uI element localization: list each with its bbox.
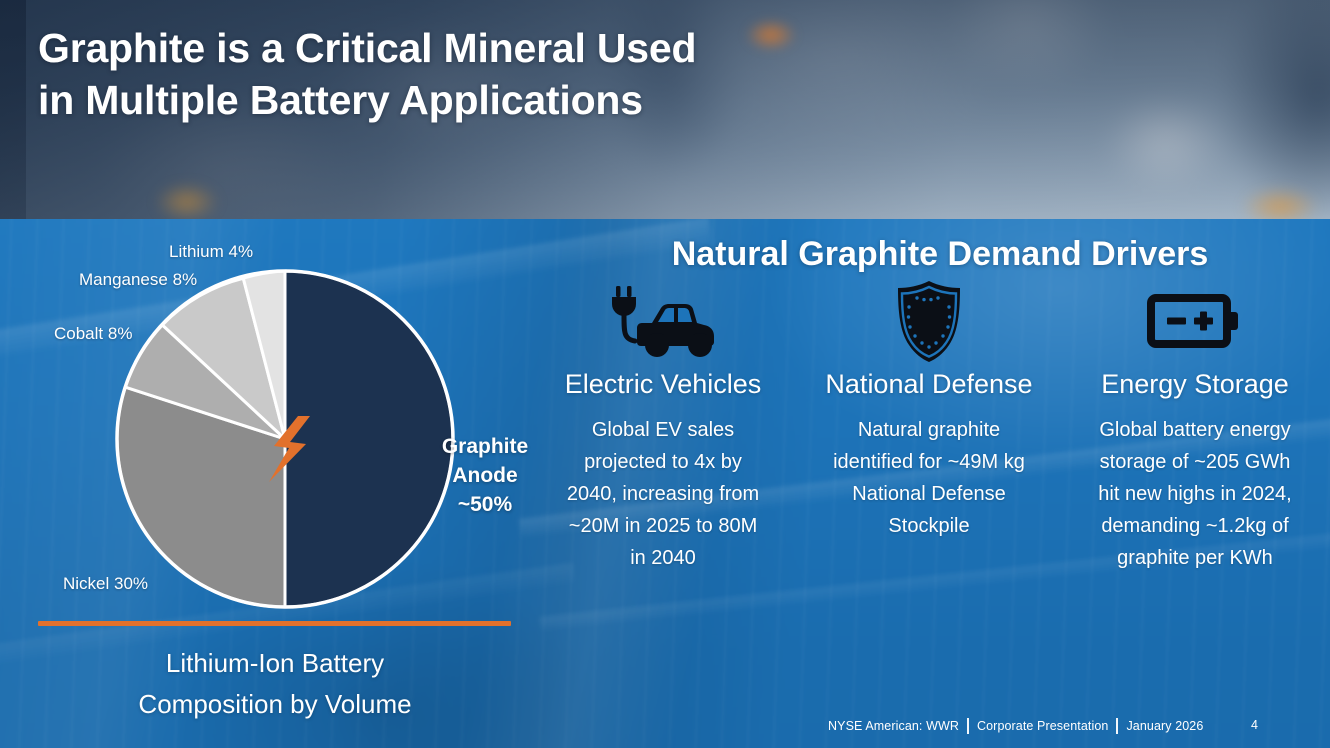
driver-heading-electric-vehicles: Electric Vehicles bbox=[564, 369, 762, 399]
header-photo-overlay bbox=[0, 0, 1330, 219]
slide-body: Graphite Anode ~50% Lithium 4% Manganese… bbox=[0, 219, 1330, 748]
slide-header: Graphite is a Critical Mineral Used in M… bbox=[0, 0, 1330, 219]
battery-icon bbox=[1147, 279, 1243, 363]
driver-energy-storage: Energy Storage Global battery energy sto… bbox=[1062, 279, 1328, 574]
footer-separator-2 bbox=[1116, 718, 1119, 734]
demand-drivers-title: Natural Graphite Demand Drivers bbox=[671, 235, 1209, 273]
footer-ticker: NYSE American: WWR bbox=[828, 719, 959, 733]
footer-separator-1 bbox=[967, 718, 969, 734]
pie-outline bbox=[115, 269, 455, 609]
pie-label-cobalt: Cobalt 8% bbox=[54, 324, 133, 343]
pie-caption-divider bbox=[38, 621, 511, 626]
pie-caption: Lithium-Ion Battery Composition by Volum… bbox=[30, 643, 520, 725]
slide-footer: NYSE American: WWR Corporate Presentatio… bbox=[828, 718, 1203, 734]
pie-caption-line-1: Lithium-Ion Battery bbox=[165, 648, 385, 678]
driver-heading-energy-storage: Energy Storage bbox=[1101, 369, 1289, 399]
header-photo-highlight-1 bbox=[744, 18, 798, 52]
driver-body-electric-vehicles: Global EV sales projected to 4x by 2040,… bbox=[566, 419, 760, 569]
driver-electric-vehicles: Electric Vehicles Global EV sales projec… bbox=[530, 279, 796, 574]
slide-page-number: 4 bbox=[1251, 718, 1258, 732]
slide-title: Graphite is a Critical Mineral Used in M… bbox=[38, 25, 697, 123]
pie-center-line-2: Anode bbox=[452, 464, 518, 487]
shield-icon bbox=[893, 279, 965, 363]
pie-center-line-1: Graphite bbox=[441, 435, 529, 458]
lightning-bolt-icon bbox=[269, 416, 310, 482]
driver-body-national-defense: Natural graphite identified for ~49M kg … bbox=[833, 419, 1025, 537]
driver-heading-national-defense: National Defense bbox=[825, 369, 1033, 399]
footer-doc-type: Corporate Presentation bbox=[977, 719, 1109, 733]
battery-icon-svg bbox=[1147, 294, 1238, 348]
pie-svg bbox=[115, 269, 455, 609]
demand-drivers-row: Electric Vehicles Global EV sales projec… bbox=[530, 279, 1330, 574]
pie-label-nickel: Nickel 30% bbox=[63, 574, 149, 593]
electric-car-icon bbox=[605, 279, 721, 363]
header-photo-highlight-2 bbox=[154, 182, 220, 219]
footer-date: January 2026 bbox=[1126, 719, 1204, 733]
electric-car-icon-svg bbox=[612, 286, 714, 357]
pie-label-lithium: Lithium 4% bbox=[169, 242, 254, 261]
header-left-shade bbox=[0, 0, 26, 219]
shield-icon-svg bbox=[898, 281, 960, 362]
driver-national-defense: National Defense Natural graphite identi… bbox=[796, 279, 1062, 574]
pie-center-line-3: ~50% bbox=[457, 493, 513, 516]
pie-caption-line-2: Composition by Volume bbox=[138, 689, 412, 719]
pie-center-label: Graphite Anode ~50% bbox=[410, 432, 560, 519]
pie-label-manganese: Manganese 8% bbox=[79, 270, 198, 289]
header-photo-highlight-3 bbox=[1240, 186, 1320, 219]
battery-composition-pie-chart: Graphite Anode ~50% bbox=[114, 268, 528, 610]
driver-body-energy-storage: Global battery energy storage of ~205 GW… bbox=[1098, 419, 1292, 569]
